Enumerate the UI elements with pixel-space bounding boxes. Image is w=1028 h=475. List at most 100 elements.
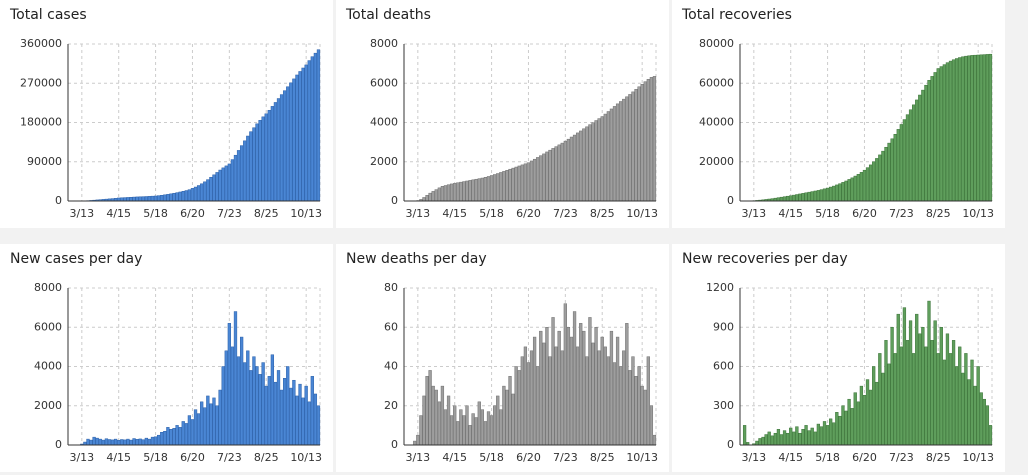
bar [147,438,152,446]
bar [413,440,417,446]
bar [554,146,558,202]
bar [899,124,903,202]
bar [316,49,321,202]
x-tick-label: 4/15 [106,207,131,220]
y-tick-label: 0 [391,438,398,451]
bar [440,385,445,446]
bar [310,376,314,446]
x-tick-label: 8/25 [590,207,615,220]
bar [606,356,611,446]
bar [129,196,133,202]
bar [862,169,867,202]
bar [973,385,977,446]
bar [230,159,235,202]
bar [175,425,179,446]
bar [283,378,287,446]
bar [471,413,475,446]
bar [239,145,244,202]
bar [563,303,567,446]
bar [911,353,916,446]
bar [86,438,90,446]
bar [437,401,441,446]
bar [582,330,586,446]
bar [138,438,142,446]
chart-title: New cases per day [10,251,142,267]
bar [628,370,632,446]
bar [742,425,747,446]
bar [443,185,448,202]
bar [215,172,219,202]
bar [252,356,256,446]
bar [924,84,928,202]
bar [101,439,105,446]
bar [933,320,937,446]
bar [773,432,777,446]
x-tick-label: 5/18 [815,207,840,220]
bar [575,346,580,446]
bar [579,323,583,446]
bar [514,166,518,202]
bar [230,346,235,446]
bar [267,376,271,446]
chart-title: New deaths per day [346,251,487,267]
x-tick-label: 3/13 [405,451,430,464]
bar [945,62,950,202]
bar [933,72,937,202]
bar [505,170,509,202]
bar [98,438,102,446]
bar [551,148,555,202]
bar [221,167,225,202]
bar [557,144,561,202]
x-tick-label: 7/23 [217,207,242,220]
panel: New recoveries per day 0 300 600 900 1200 3/13… [672,244,1005,472]
bar [456,182,460,202]
bar [203,181,207,202]
bar [600,116,604,202]
bar [988,53,993,202]
x-tick-label: 4/15 [778,451,803,464]
bar [643,389,647,446]
bar [172,192,176,202]
bar [449,415,454,446]
bar [829,418,833,446]
bar [579,130,583,202]
bar [896,129,900,202]
bar [976,54,980,202]
y-tick-label: 60000 [699,76,734,89]
bar [465,180,469,202]
bar [459,409,463,446]
bar [218,389,222,446]
bar [523,346,528,446]
panel: Total cases 0 90000 180000 270000 360000 3/13 4… [0,0,333,228]
y-tick-label: 900 [713,320,734,333]
bar [295,395,299,446]
bar [594,120,598,202]
bar [249,131,253,202]
bar [918,94,922,202]
bar [603,113,607,202]
x-tick-label: 10/13 [962,451,994,464]
bar [301,397,305,446]
bar [123,197,127,202]
bar [875,381,879,446]
bar [304,64,308,202]
bar [832,422,836,446]
bar [120,439,124,446]
bar [631,91,635,202]
y-tick-label: 60 [384,320,398,333]
bar [243,140,247,202]
bar [141,196,145,202]
bar [190,419,195,446]
bar [200,401,204,446]
bar [206,179,210,202]
bar [755,440,759,446]
bar [640,385,644,446]
bar [526,362,531,446]
bar [652,434,657,446]
bar [536,157,540,202]
x-tick-label: 7/23 [553,451,578,464]
bar [554,346,558,446]
bar [807,430,811,446]
y-tick-label: 180000 [20,116,62,129]
